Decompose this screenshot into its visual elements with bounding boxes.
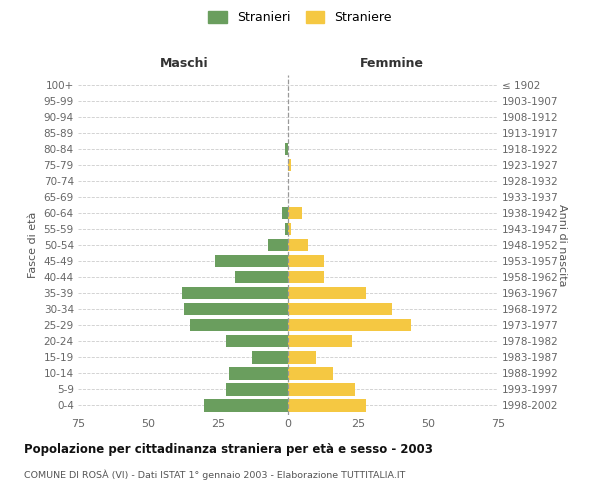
Bar: [184, 303, 288, 316]
Bar: [288, 399, 367, 411]
Y-axis label: Fasce di età: Fasce di età: [28, 212, 38, 278]
Bar: [288, 238, 308, 252]
Text: COMUNE DI ROSÀ (VI) - Dati ISTAT 1° gennaio 2003 - Elaborazione TUTTITALIA.IT: COMUNE DI ROSÀ (VI) - Dati ISTAT 1° genn…: [24, 470, 406, 480]
Bar: [229, 367, 288, 380]
Bar: [215, 255, 288, 268]
Bar: [288, 222, 291, 235]
Bar: [182, 287, 288, 300]
Bar: [288, 303, 392, 316]
Text: Popolazione per cittadinanza straniera per età e sesso - 2003: Popolazione per cittadinanza straniera p…: [24, 442, 433, 456]
Bar: [268, 238, 288, 252]
Y-axis label: Anni di nascita: Anni di nascita: [557, 204, 567, 286]
Bar: [288, 351, 316, 364]
Bar: [288, 383, 355, 396]
Bar: [226, 335, 288, 347]
Bar: [235, 271, 288, 283]
Text: Femmine: Femmine: [359, 57, 424, 70]
Text: Maschi: Maschi: [160, 57, 209, 70]
Bar: [283, 206, 288, 219]
Bar: [288, 367, 333, 380]
Bar: [288, 158, 291, 171]
Bar: [285, 142, 288, 155]
Bar: [288, 319, 411, 332]
Bar: [226, 383, 288, 396]
Bar: [288, 271, 325, 283]
Bar: [285, 222, 288, 235]
Legend: Stranieri, Straniere: Stranieri, Straniere: [206, 8, 394, 26]
Bar: [288, 206, 302, 219]
Bar: [204, 399, 288, 411]
Bar: [288, 335, 352, 347]
Bar: [288, 287, 367, 300]
Bar: [288, 255, 325, 268]
Bar: [251, 351, 288, 364]
Bar: [190, 319, 288, 332]
